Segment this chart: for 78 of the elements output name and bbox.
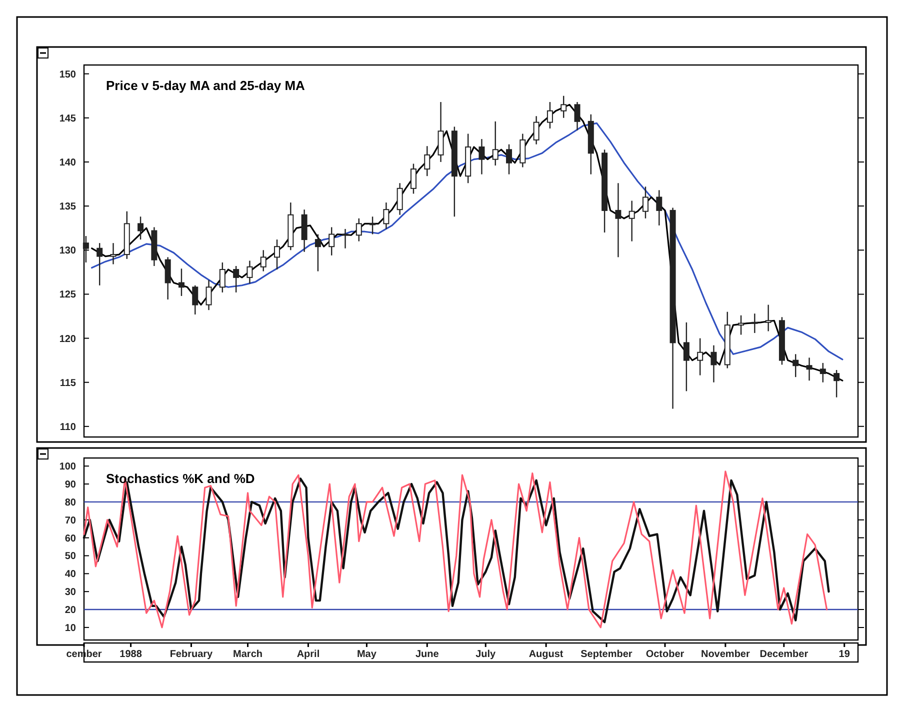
candlestick [246, 260, 253, 284]
candlestick [110, 242, 116, 265]
candlestick [520, 133, 526, 168]
x-tick-label: December [760, 649, 808, 660]
candlestick [642, 186, 648, 219]
x-tick-label: June [415, 649, 440, 660]
candlestick [546, 101, 553, 130]
candlestick [834, 369, 840, 398]
candlestick [138, 216, 144, 240]
y-tick-label: 125 [59, 290, 76, 301]
candlestick [738, 314, 744, 336]
candlestick [219, 262, 226, 294]
y-tick-label: 120 [59, 334, 76, 345]
candlestick [683, 322, 690, 392]
y-tick-label: 10 [64, 622, 76, 634]
candlestick [533, 116, 540, 145]
x-tick-label: August [528, 649, 564, 660]
x-tick-label: November [700, 649, 750, 660]
x-tick-label: October [646, 649, 684, 660]
y-tick-label: 20 [64, 605, 76, 616]
candlestick [356, 218, 362, 242]
candlestick [765, 304, 772, 332]
y-tick-label: 145 [59, 113, 76, 124]
candlestick [328, 226, 335, 256]
text: Price v 5-day MA and 25-day MA [106, 78, 306, 93]
candlestick [164, 256, 171, 300]
x-tick-label: May [356, 649, 377, 660]
y-tick-label: 115 [60, 378, 76, 389]
candlestick [233, 265, 240, 294]
candlestick [710, 344, 717, 383]
y-tick-label: 110 [60, 422, 76, 433]
candlestick [260, 250, 266, 272]
candlestick [206, 279, 212, 311]
y-tick-label: 130 [59, 246, 76, 257]
candlestick [628, 200, 635, 242]
x-tick-label: February [170, 649, 214, 660]
y-tick-label: 60 [64, 533, 76, 544]
y-tick-label: 150 [59, 69, 76, 80]
x-tick-label: 19 [838, 649, 850, 660]
y-tick-label: 50 [64, 551, 76, 562]
x-tick-label: 1988 [120, 649, 142, 660]
candlestick [396, 182, 403, 216]
candlestick [178, 268, 184, 297]
y-tick-label: 135 [59, 202, 76, 213]
y-tick-label: 30 [64, 587, 76, 598]
candlestick [752, 312, 758, 334]
candlestick [274, 238, 280, 270]
candlestick [96, 242, 103, 286]
x-tick-label: March [233, 649, 262, 660]
candlestick [574, 101, 580, 131]
candlestick [492, 120, 498, 166]
candlestick [424, 146, 430, 177]
y-tick-label: 90 [64, 480, 76, 490]
candlestick [192, 284, 198, 316]
y-tick-label: 100 [59, 462, 76, 473]
x-tick-label: July [476, 649, 496, 660]
text: Stochastics %K and %D [106, 471, 255, 486]
candlestick [506, 144, 512, 175]
candlestick [615, 182, 622, 258]
x-tick-label: September [580, 649, 632, 660]
candlestick [792, 354, 799, 378]
y-tick-label: 40 [64, 569, 76, 580]
candlestick [342, 228, 348, 249]
y-tick-label: 80 [64, 497, 76, 508]
candlestick [370, 216, 376, 235]
candlestick [656, 190, 662, 226]
x-tick-label: April [296, 649, 320, 660]
candlestick [478, 138, 485, 175]
candlestick [383, 202, 390, 230]
y-tick-label: 70 [64, 515, 76, 526]
candlestick [806, 357, 812, 382]
candlestick [410, 163, 416, 194]
candlestick [820, 362, 826, 383]
candlestick [314, 234, 321, 272]
y-tick-label: 140 [59, 157, 76, 168]
candlestick [438, 101, 444, 163]
candlestick [697, 338, 704, 376]
candlestick [560, 95, 567, 118]
